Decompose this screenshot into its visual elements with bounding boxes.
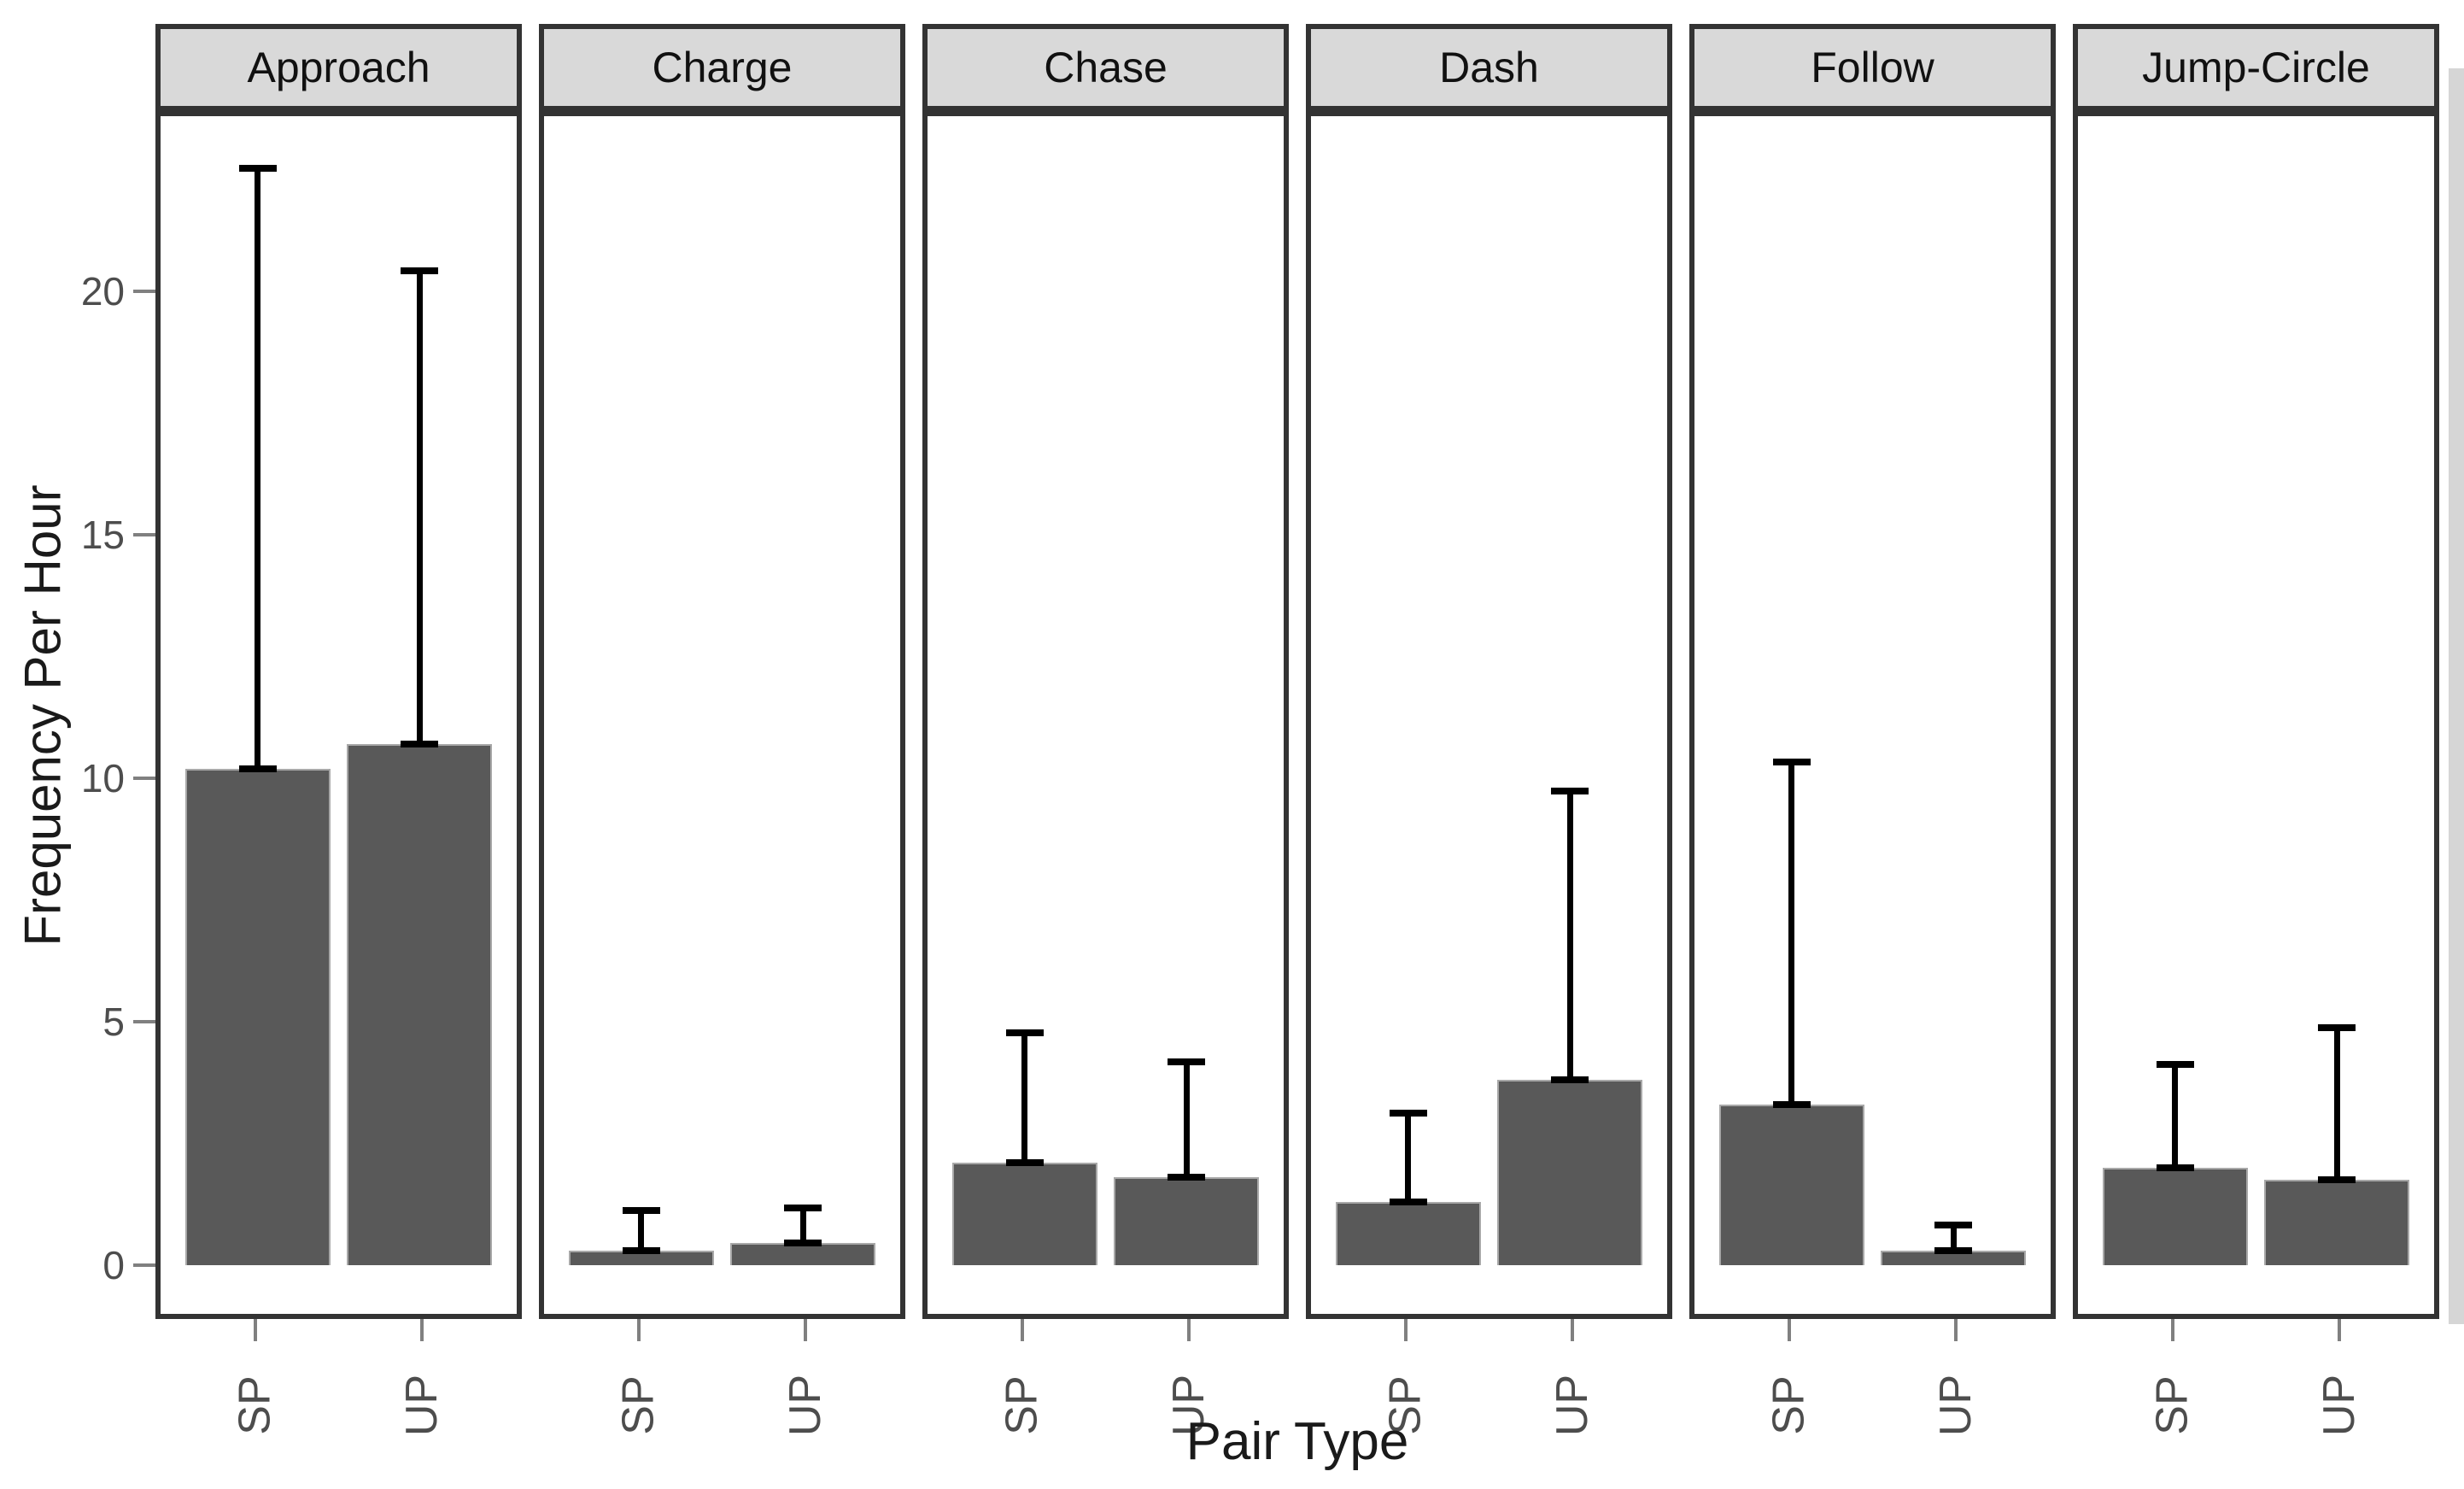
y-tick-mark: [133, 777, 155, 780]
facet-panel: [539, 111, 905, 1319]
x-tick-mark: [1788, 1319, 1792, 1341]
error-whisker: [2333, 1023, 2340, 1181]
facet-panel: [1306, 111, 1672, 1319]
error-cap-bottom: [1389, 1198, 1427, 1205]
x-tick-mark: [1021, 1319, 1025, 1341]
y-tick-label: 0: [102, 1243, 125, 1287]
facet-charge: Charge SP UP: [539, 24, 905, 1436]
facet-strip: Chase: [922, 24, 1289, 111]
error-whisker: [799, 1204, 806, 1244]
facet-strip: Approach: [155, 24, 522, 111]
bar-sp: [184, 768, 331, 1265]
error-whisker: [1950, 1221, 1957, 1251]
facet-dash: Dash SP UP: [1306, 24, 1672, 1436]
error-whisker: [1021, 1029, 1028, 1164]
x-tick-mark: [1186, 1319, 1191, 1341]
bar-up: [346, 744, 493, 1265]
facet-strip: Follow: [1689, 24, 2056, 111]
error-whisker: [1566, 788, 1573, 1081]
x-tick-mark: [637, 1319, 641, 1341]
error-cap-top: [238, 164, 277, 172]
facet-label: Chase: [1044, 44, 1168, 91]
error-whisker: [1788, 759, 1795, 1105]
x-tick-mark: [1953, 1319, 1958, 1341]
error-cap-top: [2156, 1060, 2194, 1068]
error-cap-bottom: [2156, 1164, 2194, 1171]
error-cap-bottom: [2318, 1176, 2356, 1184]
y-tick-label: 20: [80, 269, 125, 314]
facet-label: Follow: [1811, 44, 1934, 91]
error-cap-bottom: [401, 741, 439, 748]
bar-sp: [1335, 1201, 1482, 1265]
x-tick-mark: [2171, 1319, 2175, 1341]
facet-panel: [2073, 111, 2439, 1319]
y-tick-mark: [133, 533, 155, 536]
error-cap-bottom: [1772, 1100, 1811, 1108]
error-whisker: [638, 1206, 645, 1251]
error-cap-top: [784, 1204, 822, 1211]
error-whisker: [2172, 1060, 2179, 1168]
bar-sp: [951, 1163, 1098, 1265]
y-tick-mark: [133, 290, 155, 293]
error-cap-top: [2318, 1023, 2356, 1031]
facet-row: Approach SP UP Charge SP UP Chase SP UP Dash SP UP F…: [155, 24, 2439, 1436]
error-cap-bottom: [1934, 1246, 1973, 1254]
facet-follow: Follow SP UP: [1689, 24, 2056, 1436]
y-tick-label: 5: [102, 1000, 125, 1044]
facet-chase: Chase SP UP: [922, 24, 1289, 1436]
facet-strip: Jump-Circle: [2073, 24, 2439, 111]
facet-label: Jump-Circle: [2142, 44, 2370, 91]
error-whisker: [1183, 1058, 1190, 1178]
facet-strip: Charge: [539, 24, 905, 111]
error-cap-top: [1389, 1109, 1427, 1117]
error-cap-bottom: [1168, 1174, 1206, 1181]
error-cap-top: [1551, 788, 1589, 795]
error-cap-top: [1772, 759, 1811, 766]
error-whisker: [1405, 1109, 1412, 1202]
x-tick-mark: [1570, 1319, 1574, 1341]
facet-panel: [155, 111, 522, 1319]
facet-panel: [1689, 111, 2056, 1319]
x-tick-mark: [419, 1319, 424, 1341]
x-tick-mark: [254, 1319, 258, 1341]
x-axis-title: Pair Type: [1185, 1412, 1409, 1471]
x-tick-mark: [1404, 1319, 1408, 1341]
bar-sp: [2102, 1168, 2249, 1265]
error-cap-bottom: [1005, 1159, 1044, 1167]
facet-label: Approach: [247, 44, 430, 91]
error-cap-top: [1168, 1058, 1206, 1065]
error-cap-bottom: [784, 1240, 822, 1247]
error-whisker: [416, 267, 423, 745]
bar-up: [1496, 1080, 1643, 1265]
x-tick-mark: [2337, 1319, 2341, 1341]
facet-label: Charge: [652, 44, 793, 91]
x-tick-mark: [803, 1319, 807, 1341]
y-tick-mark: [133, 1020, 155, 1023]
y-tick-label: 15: [80, 513, 125, 557]
image-edge-strip: [2449, 68, 2464, 1324]
error-cap-bottom: [238, 765, 277, 772]
error-cap-top: [622, 1206, 660, 1214]
y-tick-mark: [133, 1263, 155, 1267]
error-cap-top: [1934, 1221, 1973, 1228]
bar-sp: [1718, 1104, 1865, 1265]
bar-up: [1113, 1177, 1260, 1265]
error-cap-top: [1005, 1029, 1044, 1036]
facet-strip: Dash: [1306, 24, 1672, 111]
error-cap-top: [401, 267, 439, 274]
facet-approach: Approach SP UP: [155, 24, 522, 1436]
error-cap-bottom: [622, 1246, 660, 1254]
bar-up: [2263, 1180, 2410, 1265]
facet-panel: [922, 111, 1289, 1319]
facet-label: Dash: [1439, 44, 1539, 91]
facet-jump-circle: Jump-Circle SP UP: [2073, 24, 2439, 1436]
error-whisker: [255, 164, 261, 769]
error-cap-bottom: [1551, 1076, 1589, 1084]
y-tick-label: 10: [80, 756, 125, 800]
